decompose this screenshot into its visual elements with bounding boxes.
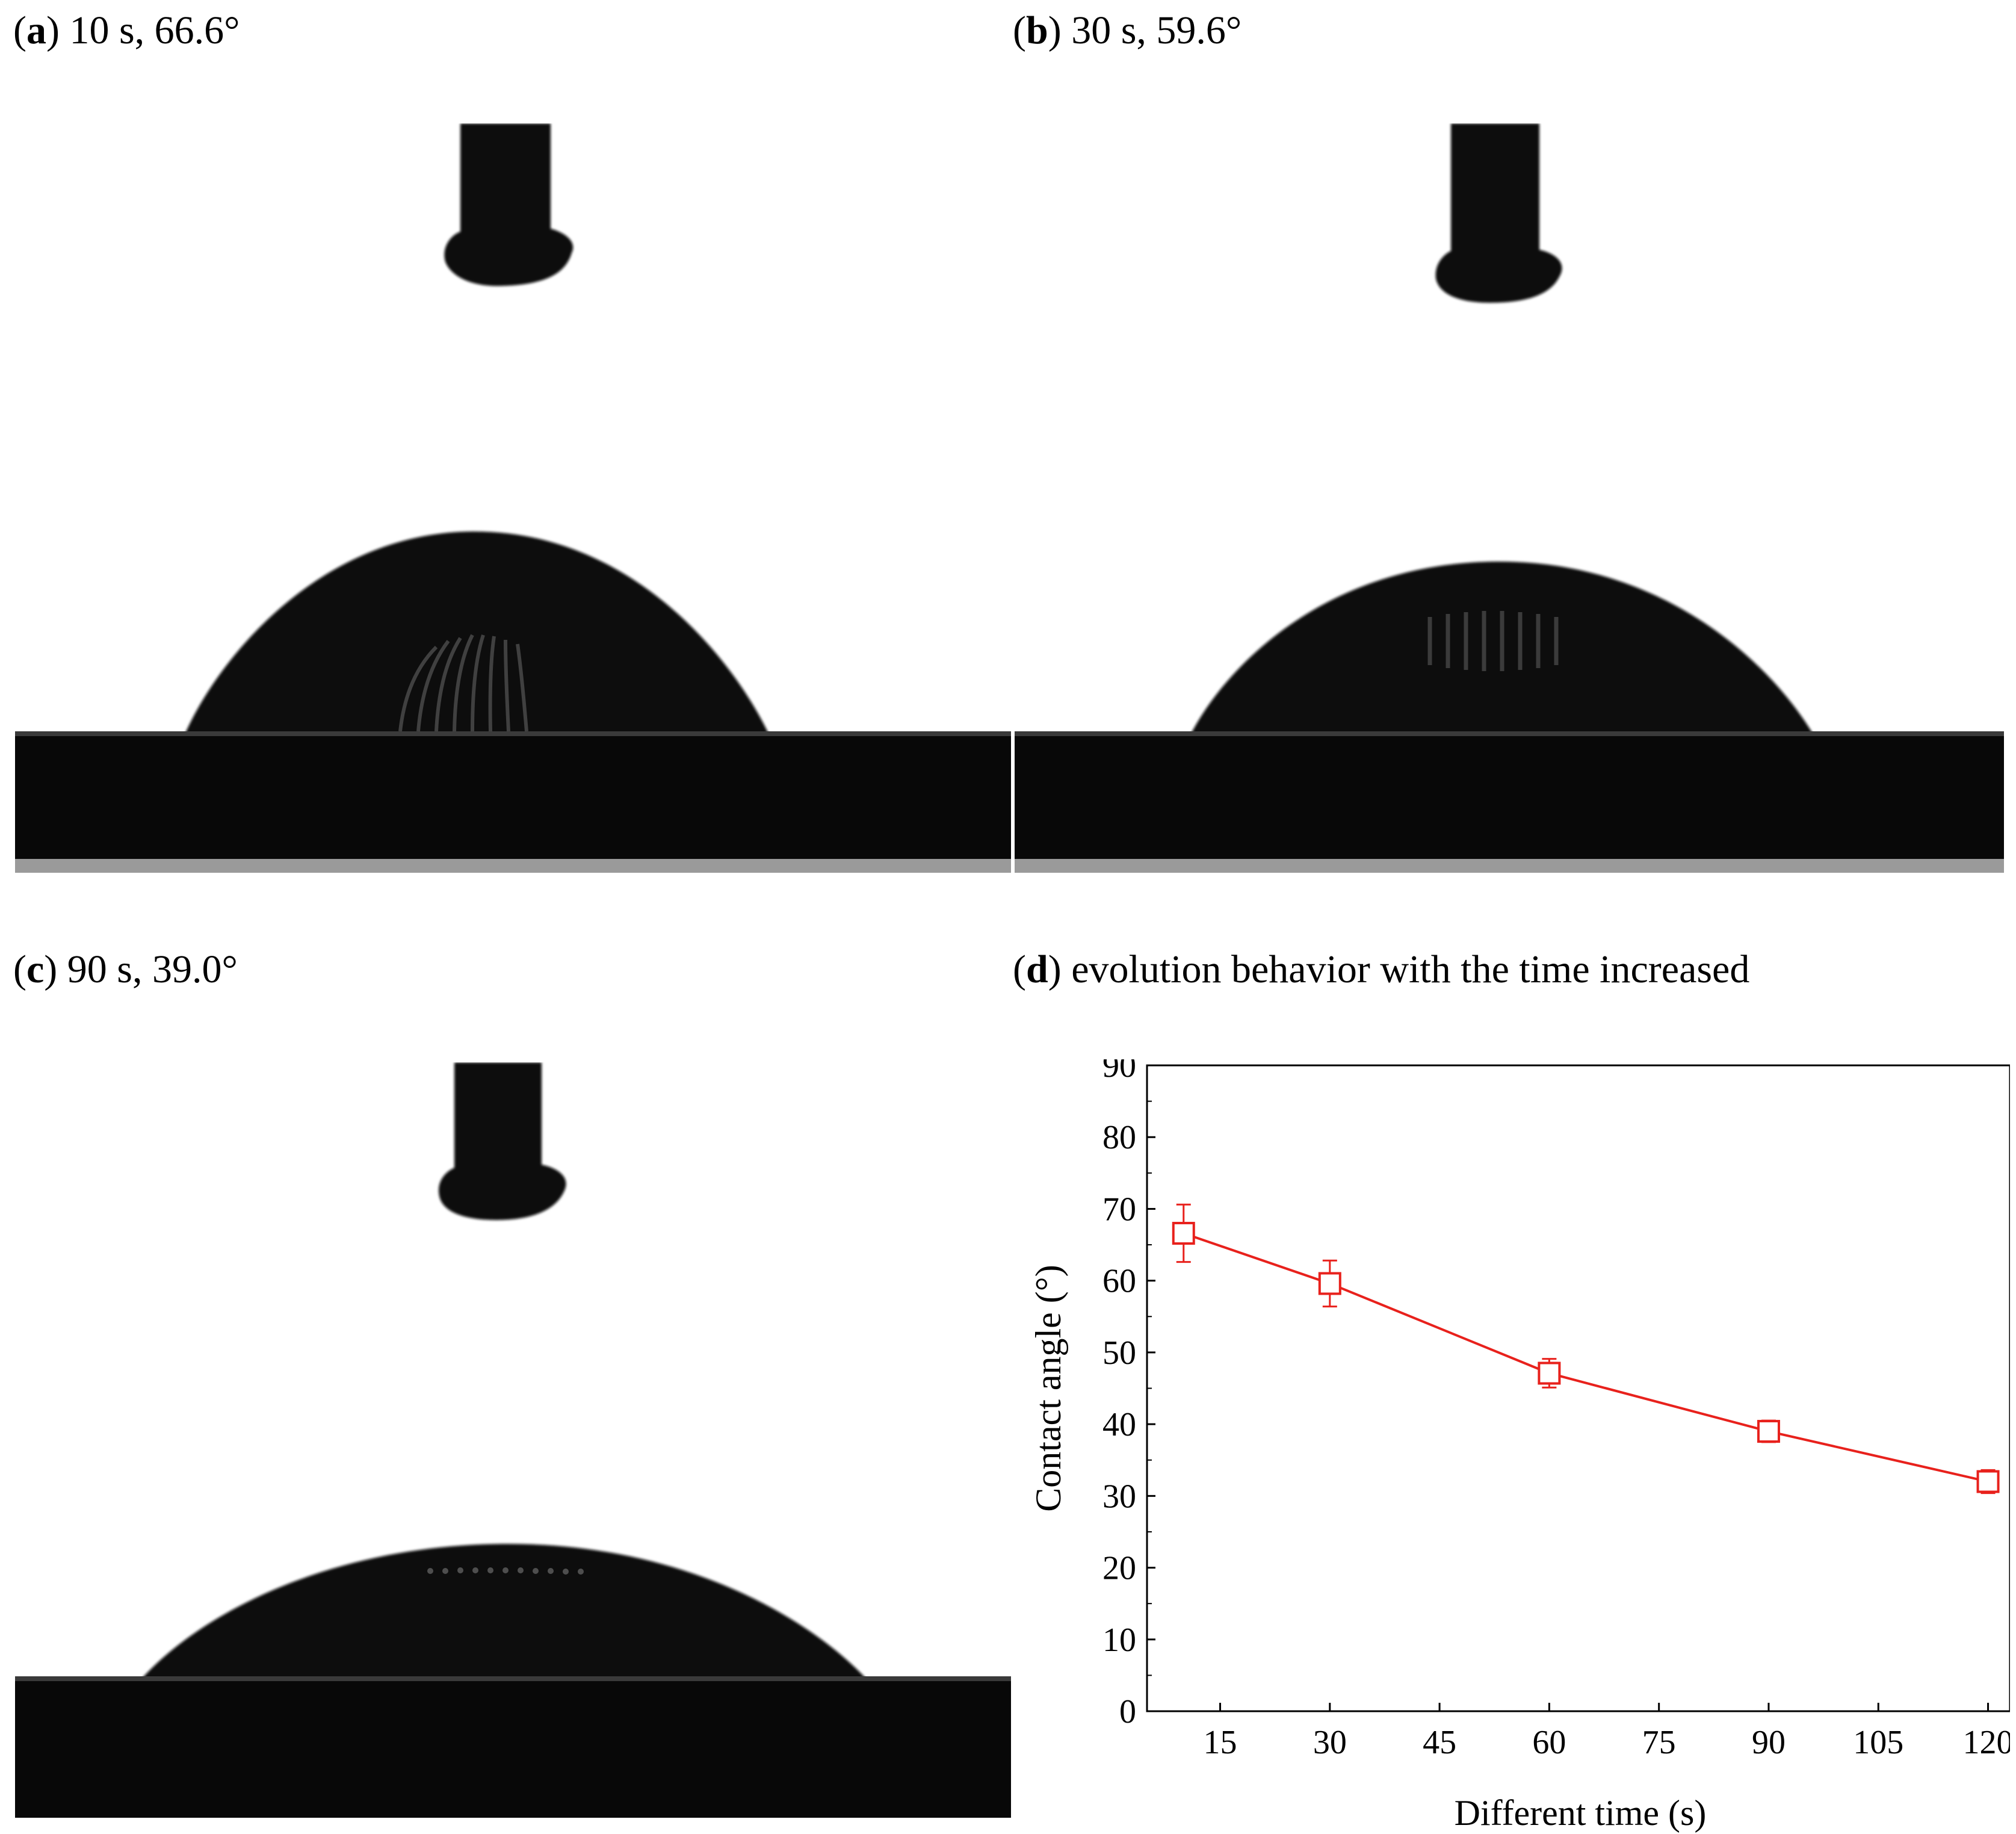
y-tick-label: 50 <box>1102 1334 1136 1372</box>
chart-series <box>1172 1203 2000 1495</box>
photo-b-droplet-30s <box>1015 123 2004 873</box>
chart-svg: 0 10 20 30 40 50 60 70 80 90 15 30 45 60 75 90 105 120 Di… <box>1017 1059 2010 1834</box>
x-tick-label: 90 <box>1752 1724 1786 1761</box>
y-tick-label: 40 <box>1102 1406 1136 1443</box>
x-tick-label: 60 <box>1532 1724 1566 1761</box>
data-point <box>1538 1362 1561 1385</box>
x-tick-label: 45 <box>1423 1724 1456 1761</box>
data-point <box>1318 1272 1341 1295</box>
y-tick-label: 70 <box>1102 1191 1136 1228</box>
y-tick-label: 90 <box>1102 1059 1136 1085</box>
photo-a-droplet-10s <box>15 123 1011 873</box>
panel-d-letter: d <box>1025 947 1048 991</box>
panel-b-caption: 30 s, 59.6° <box>1061 8 1242 52</box>
panel-b-label: (b) 30 s, 59.6° <box>1013 8 1242 52</box>
panel-a-caption: 10 s, 66.6° <box>59 8 240 52</box>
chart-axes: 0 10 20 30 40 50 60 70 80 90 15 30 45 60 75 90 105 120 <box>1102 1059 2010 1761</box>
data-point <box>1172 1221 1195 1245</box>
x-tick-label: 75 <box>1642 1724 1676 1761</box>
y-tick-label: 10 <box>1102 1622 1136 1659</box>
photo-c-droplet-90s <box>15 1062 1011 1818</box>
x-tick-label: 30 <box>1313 1724 1347 1761</box>
panel-d-label: (d) evolution behavior with the time inc… <box>1013 947 1750 991</box>
data-point <box>1976 1470 2000 1493</box>
y-tick-label: 60 <box>1102 1263 1136 1300</box>
y-tick-label: 20 <box>1102 1550 1136 1587</box>
x-axis-title: Different time (s) <box>1455 1793 1707 1833</box>
y-tick-label: 30 <box>1102 1478 1136 1515</box>
x-tick-label: 15 <box>1204 1724 1237 1761</box>
panel-c-caption: 90 s, 39.0° <box>57 947 238 991</box>
y-axis-title: Contact angle (°) <box>1028 1265 1068 1512</box>
data-point <box>1757 1420 1780 1443</box>
x-tick-label: 120 <box>1963 1724 2010 1761</box>
panel-d-caption: evolution behavior with the time increas… <box>1061 947 1750 991</box>
x-tick-label: 105 <box>1853 1724 1903 1761</box>
panel-c-letter: c <box>26 947 45 991</box>
panel-c-label: (c) 90 s, 39.0° <box>13 947 238 991</box>
y-tick-label: 80 <box>1102 1119 1136 1156</box>
contact-angle-chart: 0 10 20 30 40 50 60 70 80 90 15 30 45 60 75 90 105 120 Di… <box>1017 1059 2010 1834</box>
panel-a-label: (a) 10 s, 66.6° <box>13 8 240 52</box>
y-tick-label: 0 <box>1119 1693 1136 1730</box>
panel-b-letter: b <box>1025 8 1048 52</box>
panel-a-letter: a <box>26 8 46 52</box>
